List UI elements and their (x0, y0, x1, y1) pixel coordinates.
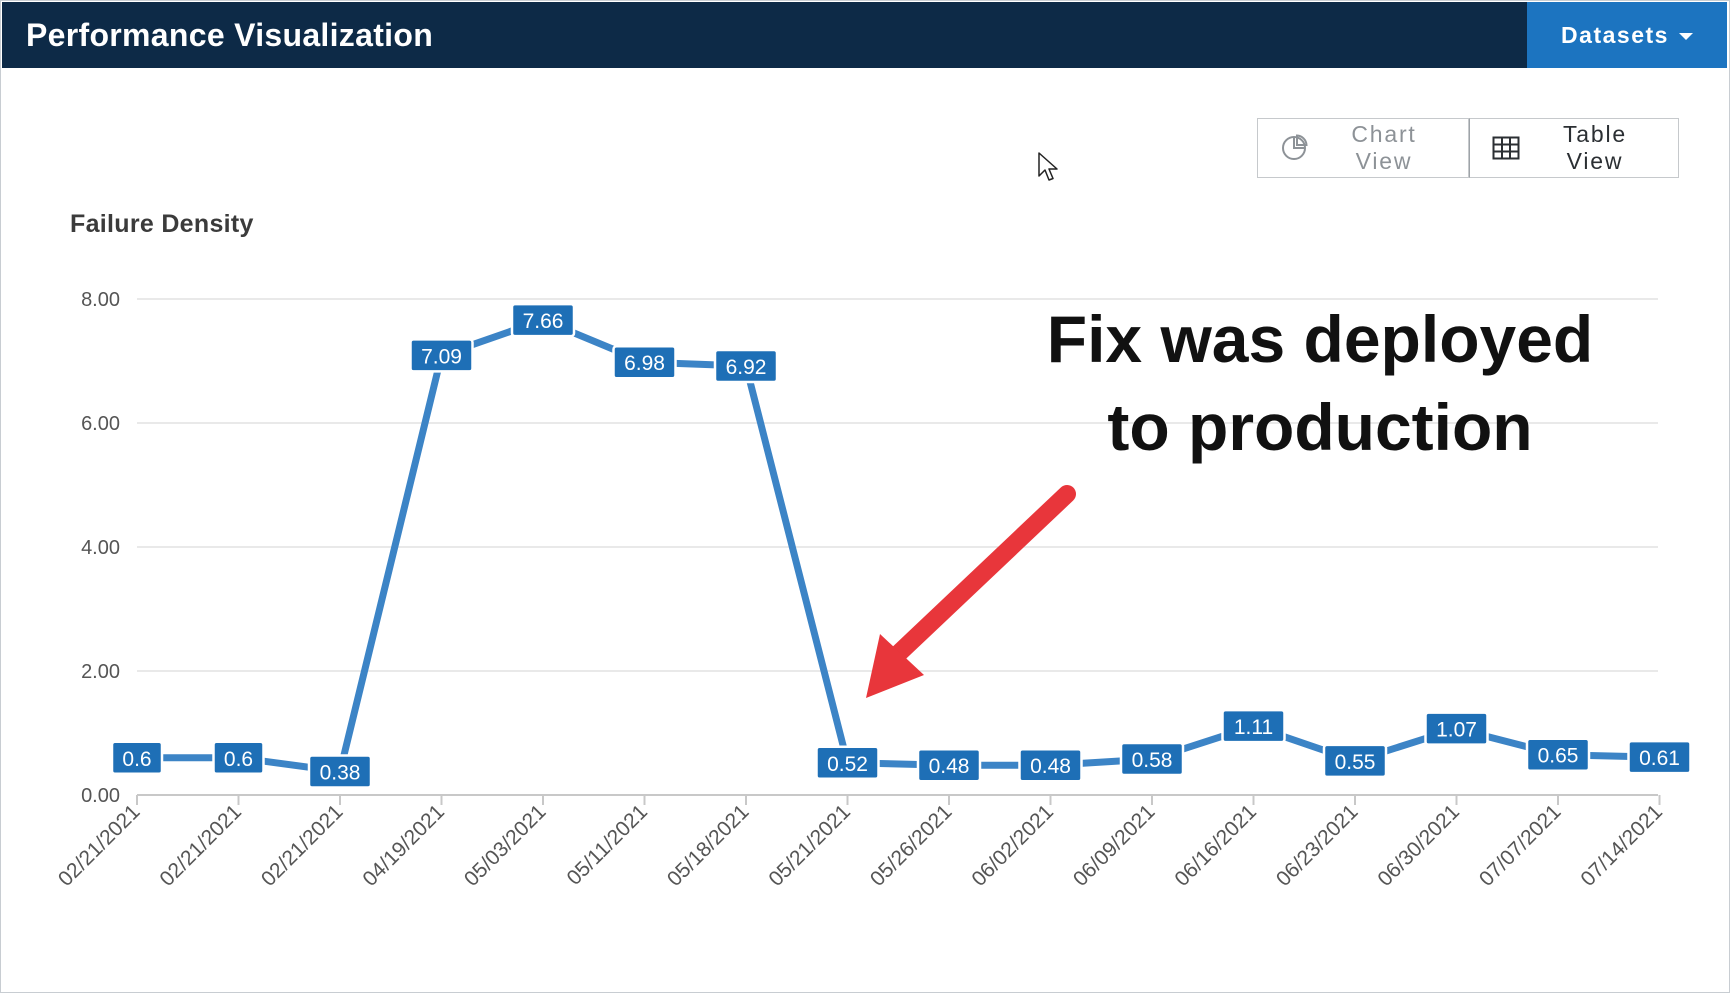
chart-view-label: Chart View (1351, 121, 1417, 174)
mouse-pointer-icon (1038, 152, 1060, 187)
datasets-dropdown-button[interactable]: Datasets (1527, 2, 1727, 68)
table-grid-icon (1492, 136, 1520, 160)
annotation-line-2: to production (1107, 390, 1533, 464)
annotation-line-1: Fix was deployed (1046, 302, 1594, 376)
annotation-text: Fix was deployed to production (1020, 295, 1620, 471)
app-header: Performance Visualization Datasets (2, 2, 1727, 68)
table-view-button[interactable]: Table View (1469, 118, 1679, 178)
chart-view-button[interactable]: Chart View (1257, 118, 1469, 178)
caret-down-icon (1678, 32, 1693, 40)
chart-title: Failure Density (70, 210, 254, 238)
table-view-label: Table View (1563, 121, 1627, 174)
pie-chart-icon (1280, 134, 1308, 162)
datasets-label: Datasets (1561, 21, 1669, 48)
app-title: Performance Visualization (26, 17, 434, 53)
view-toggle: Chart View Table View (1257, 118, 1679, 178)
